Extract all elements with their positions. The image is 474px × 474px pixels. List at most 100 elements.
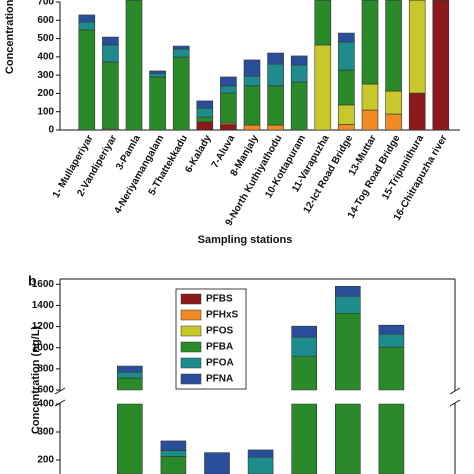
bar-segment — [196, 121, 214, 130]
y-tick-label: 0 — [48, 125, 54, 136]
axis-break-mark — [54, 387, 66, 395]
bar-segment — [290, 55, 308, 66]
bar-segment — [243, 75, 261, 87]
bar-segment — [149, 73, 166, 78]
y-tick-label: 1200 — [32, 321, 55, 332]
bar-segment — [160, 456, 187, 474]
bar-segment — [267, 124, 284, 130]
legend-label: PFHxS — [206, 310, 239, 321]
bar-segment — [385, 90, 402, 115]
bar-segment — [335, 312, 361, 474]
bar-segment — [172, 48, 190, 58]
y-tick-label: 300 — [37, 427, 54, 438]
bar-segment — [291, 355, 317, 474]
bar-segment — [78, 29, 96, 130]
bar-segment — [314, 0, 332, 46]
y-tick-label: 500 — [37, 33, 54, 44]
bar-segment — [338, 124, 355, 130]
y-axis-label: Concentration (ng/L) — [30, 326, 42, 434]
x-axis-label: Sampling stations — [198, 234, 293, 246]
bar-segment — [149, 70, 166, 74]
bar-segment — [338, 104, 355, 125]
bar-segment — [267, 85, 284, 126]
legend-swatch — [180, 325, 202, 337]
y-tick-label: 800 — [37, 363, 54, 374]
legend-label: PFBA — [206, 342, 233, 353]
bar-segment — [338, 41, 355, 71]
y-tick-label: 700 — [37, 0, 54, 8]
y-tick-label: 200 — [37, 455, 54, 466]
bar-segment — [408, 0, 426, 94]
bar-segment — [220, 92, 237, 124]
bar-segment — [220, 76, 237, 87]
bar-segment — [378, 324, 405, 335]
bar-segment — [160, 440, 187, 451]
bar-segment — [361, 109, 379, 130]
legend-swatch — [180, 309, 202, 321]
axis-break-mark — [449, 387, 461, 395]
bar-segment — [247, 456, 274, 474]
bar-segment — [361, 83, 379, 111]
bar-segment — [338, 32, 355, 43]
bar-segment — [335, 295, 361, 314]
bar-segment — [243, 124, 261, 130]
bar-segment — [243, 59, 261, 77]
bar-segment — [314, 44, 332, 130]
bar-segment — [102, 44, 119, 63]
bar-segment — [196, 100, 214, 109]
y-tick-label: 400 — [37, 399, 54, 410]
bar-segment — [172, 45, 190, 50]
bar-segment — [149, 76, 166, 130]
legend-box — [175, 288, 247, 390]
bar-segment — [432, 0, 450, 130]
bar-segment — [408, 92, 426, 130]
bar-segment — [102, 36, 119, 46]
bar-segment — [291, 336, 317, 357]
bar-segment — [102, 61, 119, 130]
y-tick-label: 200 — [37, 88, 54, 99]
bar-segment — [338, 69, 355, 106]
bar-segment — [385, 0, 402, 92]
legend-label: PFOS — [206, 326, 234, 337]
bar-segment — [204, 452, 230, 474]
bar-segment — [385, 113, 402, 130]
y-tick-label: 300 — [37, 70, 54, 81]
legend-swatch — [180, 357, 202, 369]
bar-segment — [117, 377, 143, 474]
bar-segment — [220, 85, 237, 94]
bar-segment — [247, 449, 274, 458]
legend-swatch — [180, 293, 202, 305]
bar-segment — [243, 85, 261, 126]
bar-segment — [117, 371, 143, 379]
bar-segment — [290, 81, 308, 130]
legend-swatch — [180, 373, 202, 385]
bar-segment — [117, 365, 143, 373]
axis-break-gap — [56, 391, 64, 403]
y-tick-label: 1600 — [32, 279, 55, 290]
bar-segment — [78, 14, 96, 23]
bar-segment — [78, 21, 96, 31]
bar-segment — [378, 333, 405, 348]
panel-label: b — [28, 273, 37, 289]
bar-segment — [378, 346, 405, 474]
y-tick-label: 100 — [37, 106, 54, 117]
bars — [117, 285, 405, 474]
bars — [78, 0, 450, 130]
bar-segment — [335, 285, 361, 297]
bar-segment — [160, 450, 187, 457]
y-tick-label: 1400 — [32, 300, 55, 311]
bar-segment — [361, 0, 379, 85]
y-axis-label: Concentration (ng/L) — [4, 0, 16, 74]
legend-label: PFOA — [206, 358, 234, 369]
y-tick-label: 600 — [37, 385, 54, 396]
bar-segment — [267, 63, 284, 87]
legend-label: PFNA — [206, 374, 233, 385]
y-tick-label: 1000 — [32, 342, 55, 353]
legend-swatch — [180, 341, 202, 353]
y-tick-label: 400 — [37, 51, 54, 62]
bar-segment — [290, 64, 308, 83]
bar-segment — [196, 116, 214, 123]
bar-segment — [125, 0, 143, 130]
axis-break-mark — [54, 399, 66, 407]
